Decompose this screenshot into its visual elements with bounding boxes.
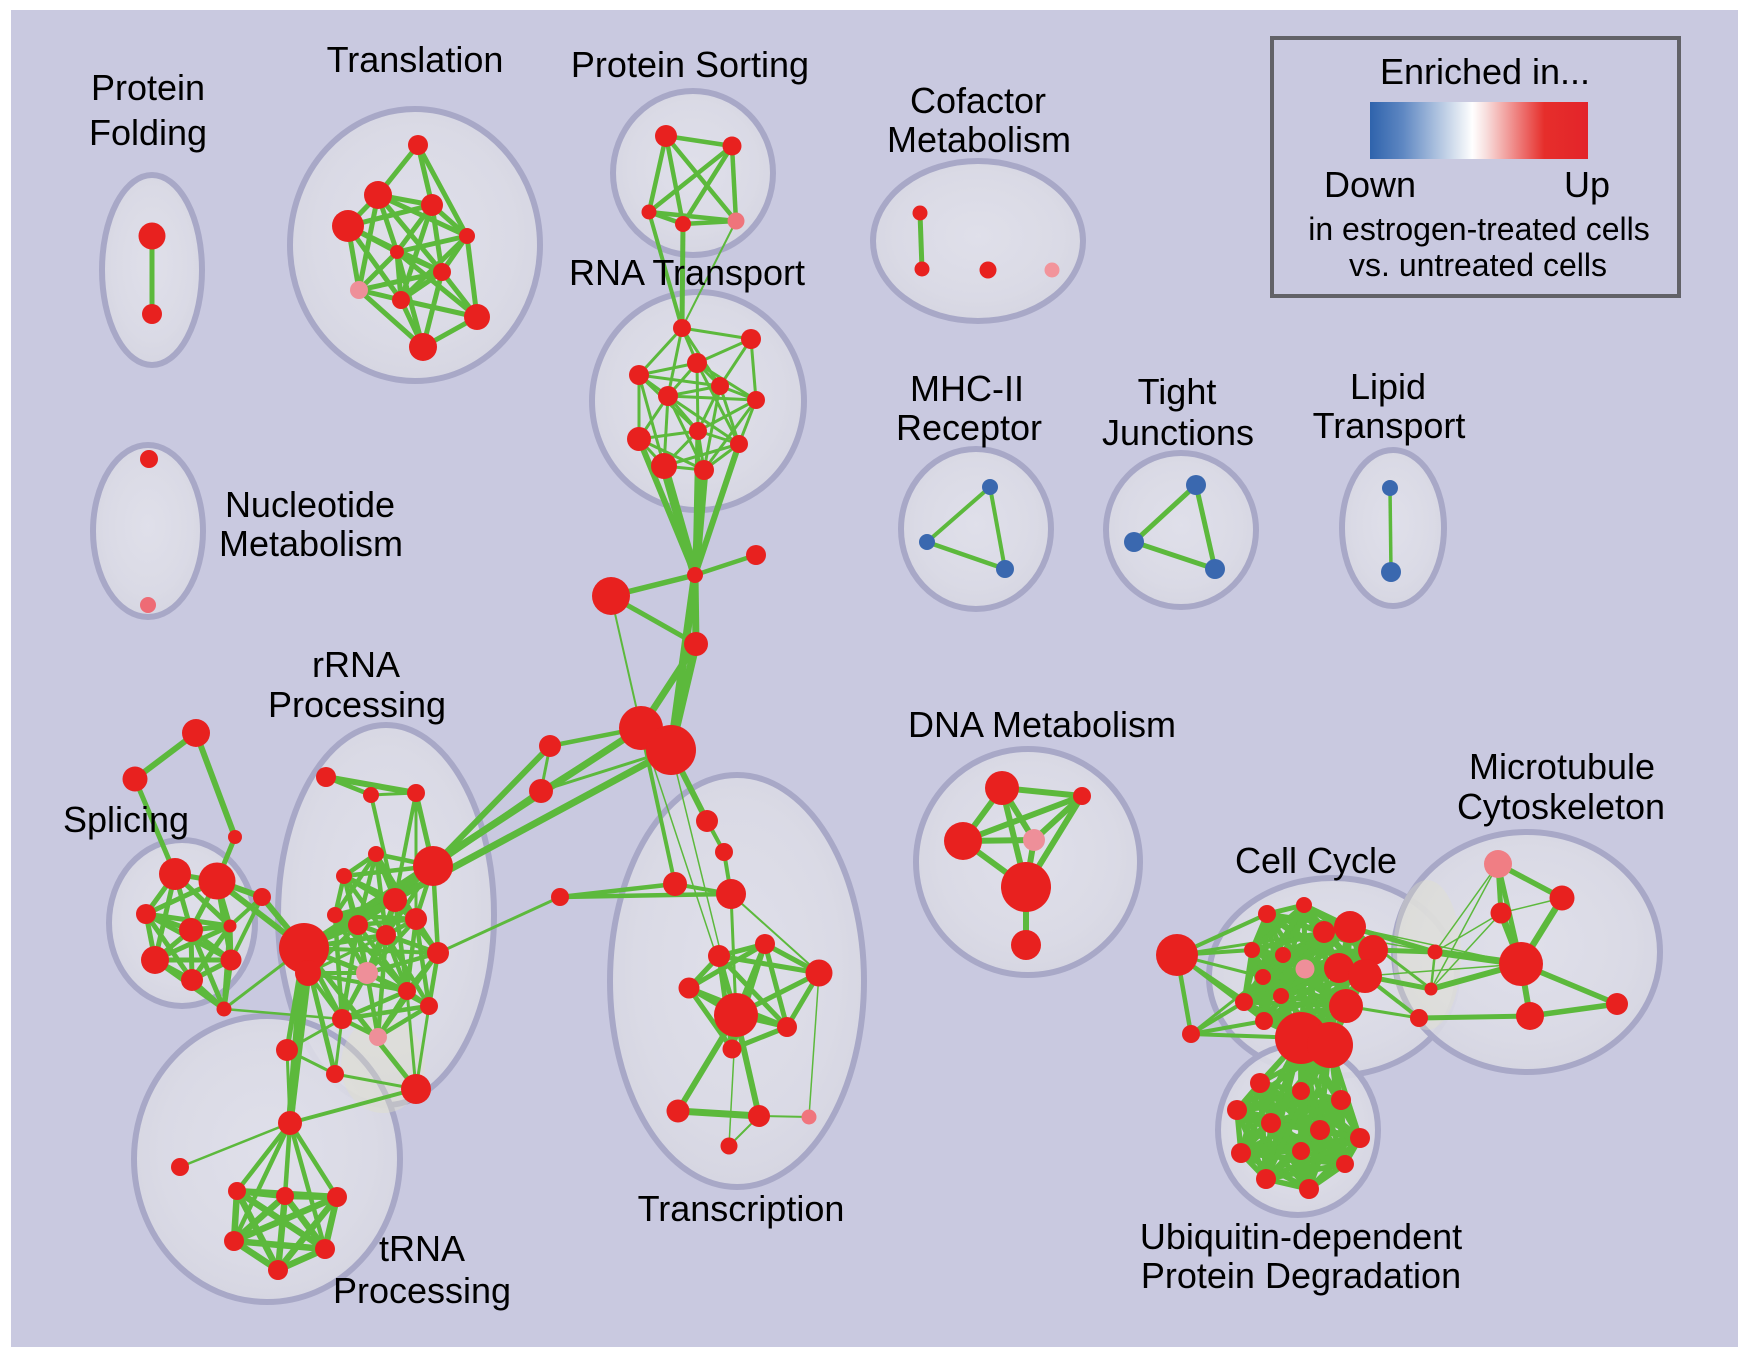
svg-text:Transcription: Transcription [638,1188,845,1229]
svg-text:MHC-II: MHC-II [910,368,1024,409]
svg-text:in estrogen-treated cells: in estrogen-treated cells [1308,211,1650,247]
svg-text:Transport: Transport [1313,405,1466,446]
svg-text:Metabolism: Metabolism [219,523,403,564]
svg-text:Protein Degradation: Protein Degradation [1141,1255,1461,1296]
svg-text:Cell Cycle: Cell Cycle [1235,840,1397,881]
svg-text:Protein Sorting: Protein Sorting [571,44,809,85]
svg-text:Processing: Processing [268,684,446,725]
svg-text:Enriched in...: Enriched in... [1380,51,1590,92]
svg-text:Microtubule: Microtubule [1469,746,1655,787]
svg-text:Folding: Folding [89,112,207,153]
svg-text:Receptor: Receptor [896,407,1042,448]
svg-text:Cytoskeleton: Cytoskeleton [1457,786,1665,827]
svg-text:tRNA: tRNA [379,1228,465,1269]
svg-text:vs. untreated cells: vs. untreated cells [1349,247,1607,283]
svg-text:Junctions: Junctions [1102,412,1254,453]
svg-text:Nucleotide: Nucleotide [225,484,395,525]
svg-text:Translation: Translation [327,39,504,80]
svg-text:Ubiquitin-dependent: Ubiquitin-dependent [1140,1216,1462,1257]
svg-text:DNA Metabolism: DNA Metabolism [908,704,1176,745]
svg-text:Up: Up [1564,164,1610,205]
svg-text:Metabolism: Metabolism [887,119,1071,160]
svg-text:Tight: Tight [1138,371,1217,412]
svg-text:Splicing: Splicing [63,799,189,840]
svg-text:Processing: Processing [333,1270,511,1311]
svg-text:RNA Transport: RNA Transport [569,252,805,293]
svg-text:Protein: Protein [91,67,205,108]
svg-text:Lipid: Lipid [1350,366,1426,407]
svg-text:rRNA: rRNA [312,644,400,685]
svg-text:Down: Down [1324,164,1416,205]
svg-text:Cofactor: Cofactor [910,80,1046,121]
